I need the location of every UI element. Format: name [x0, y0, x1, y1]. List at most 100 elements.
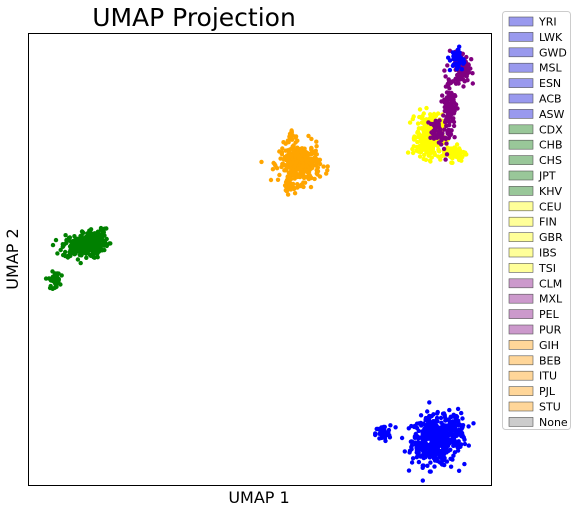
scatter-point	[417, 114, 422, 120]
scatter-point	[431, 435, 436, 440]
scatter-point	[286, 150, 292, 155]
scatter-point	[294, 152, 299, 158]
scatter-point	[279, 164, 284, 170]
scatter-point	[68, 247, 73, 252]
scatter-point	[286, 178, 291, 183]
scatter-point	[88, 253, 94, 258]
legend-label: GIH	[539, 339, 559, 352]
legend-entry-jpt: JPT	[508, 170, 556, 183]
legend-swatch	[508, 186, 534, 196]
scatter-point	[455, 448, 461, 453]
scatter-point	[446, 82, 451, 88]
scatter-point	[289, 185, 294, 191]
scatter-point	[285, 192, 291, 197]
scatter-point	[435, 124, 440, 130]
scatter-point	[455, 63, 460, 68]
legend-swatch	[508, 32, 534, 42]
scatter-point	[287, 173, 293, 178]
legend-entry-clm: CLM	[508, 277, 562, 290]
scatter-point	[462, 441, 468, 447]
legend-swatch	[508, 355, 534, 366]
legend-swatch	[508, 155, 534, 165]
scatter-point	[461, 84, 466, 89]
scatter-point	[287, 170, 293, 175]
scatter-point	[440, 434, 446, 440]
scatter-point	[438, 415, 444, 421]
scatter-point	[431, 451, 436, 456]
x-axis-label: UMAP 1	[228, 488, 289, 507]
y-axis-label: UMAP 2	[3, 228, 22, 289]
scatter-point	[282, 163, 287, 168]
scatter-point	[446, 77, 451, 82]
scatter-point	[283, 148, 288, 153]
scatter-point	[298, 169, 304, 175]
scatter-point	[321, 164, 326, 169]
scatter-point	[408, 439, 414, 444]
legend-entry-chb: CHB	[508, 139, 563, 152]
scatter-point	[462, 461, 467, 467]
scatter-point	[100, 248, 105, 253]
scatter-point	[415, 130, 420, 135]
scatter-point	[461, 435, 466, 440]
scatter-point	[446, 119, 452, 124]
scatter-point	[308, 184, 314, 190]
scatter-point	[450, 423, 456, 429]
scatter-point	[410, 456, 416, 461]
scatter-point	[459, 67, 465, 72]
scatter-point	[407, 450, 412, 455]
scatter-point	[270, 167, 276, 172]
scatter-point	[314, 139, 319, 144]
legend-label: CLM	[539, 277, 562, 290]
legend-entry-gbr: GBR	[508, 231, 563, 244]
scatter-point	[445, 443, 450, 448]
scatter-point	[448, 427, 453, 432]
scatter-point	[459, 410, 464, 416]
scatter-point	[302, 151, 307, 156]
scatter-point	[280, 146, 285, 151]
legend-swatch	[508, 93, 534, 104]
scatter-point	[428, 159, 433, 164]
scatter-point	[444, 446, 449, 452]
scatter-point	[423, 417, 428, 423]
scatter-point	[451, 412, 456, 417]
scatter-point	[422, 118, 427, 123]
scatter-point	[442, 68, 447, 73]
scatter-point	[53, 237, 59, 243]
scatter-point	[436, 154, 441, 159]
scatter-point	[313, 163, 319, 168]
scatter-point	[447, 102, 453, 108]
scatter-point	[73, 237, 78, 242]
legend-label: PUR	[539, 324, 562, 337]
scatter-point	[427, 413, 432, 419]
scatter-point	[451, 123, 457, 129]
scatter-point	[81, 230, 86, 235]
scatter-point	[451, 443, 456, 448]
legend-label: BEB	[539, 354, 561, 367]
scatter-point	[460, 416, 465, 421]
scatter-point	[428, 112, 433, 117]
scatter-point	[450, 79, 456, 84]
legend-entry-tsi: TSI	[508, 262, 556, 275]
legend-label: GWD	[539, 46, 567, 59]
scatter-point	[409, 443, 415, 448]
scatter-point	[424, 105, 429, 111]
scatter-point	[435, 419, 440, 424]
scatter-point	[416, 126, 422, 131]
scatter-point	[439, 142, 444, 147]
scatter-point	[58, 247, 63, 253]
scatter-point	[268, 177, 274, 183]
scatter-point	[405, 150, 411, 155]
scatter-point	[309, 145, 314, 151]
scatter-point	[412, 423, 417, 429]
legend-label: ESN	[539, 77, 561, 90]
scatter-point	[414, 445, 419, 451]
scatter-point	[432, 464, 437, 469]
scatter-point	[440, 131, 445, 136]
scatter-point	[48, 278, 54, 283]
scatter-point	[442, 458, 447, 463]
legend-entry-itu: ITU	[508, 370, 557, 383]
scatter-point	[47, 285, 53, 291]
legend-entry-cdx: CDX	[508, 123, 563, 136]
scatter-point	[379, 427, 385, 433]
